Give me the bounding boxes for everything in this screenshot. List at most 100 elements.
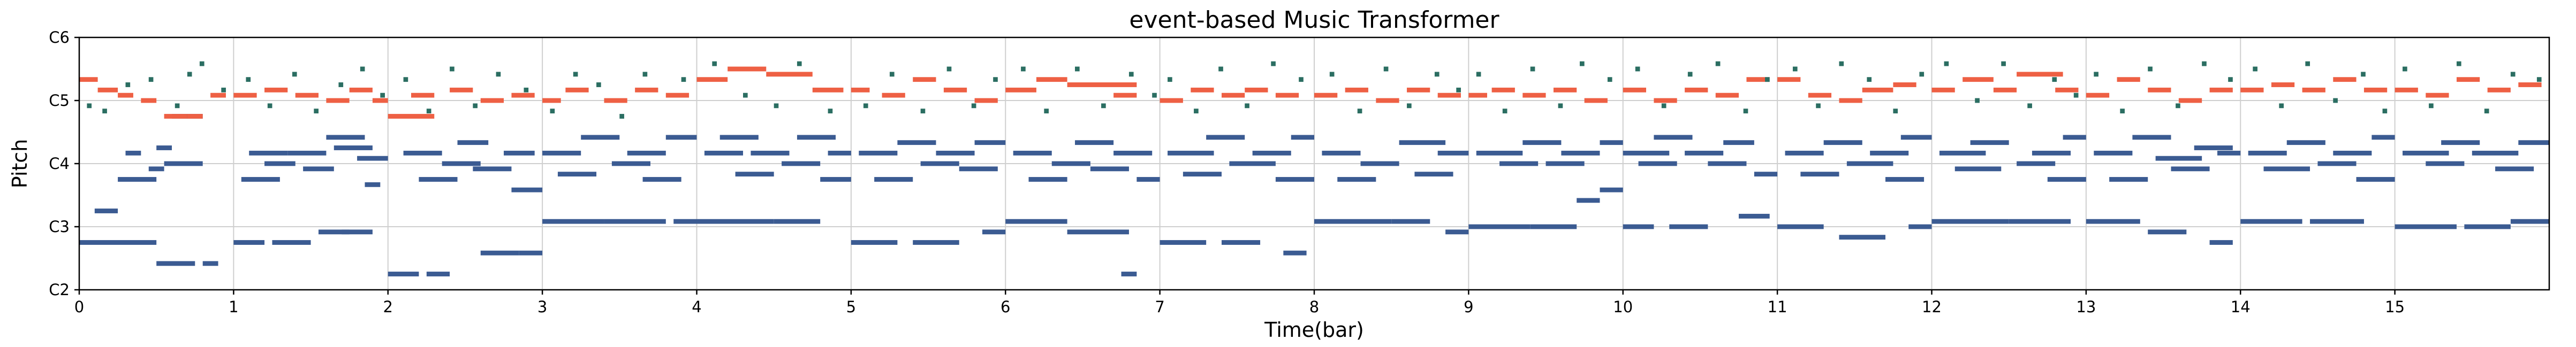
bass-note-75 xyxy=(557,172,597,177)
accent-note-194 xyxy=(1456,87,1461,92)
melody-note-85 xyxy=(604,98,627,103)
bass-note-163 xyxy=(1291,135,1314,140)
bass-note-260 xyxy=(1954,166,2002,172)
melody-note-230 xyxy=(1746,77,1770,82)
melody-note-268 xyxy=(1963,77,1994,82)
bass-note-325 xyxy=(2495,166,2534,172)
melody-note-12 xyxy=(118,92,133,98)
bass-note-319 xyxy=(2395,224,2457,229)
melody-note-10 xyxy=(79,77,98,82)
bass-note-327 xyxy=(2518,140,2549,145)
bass-note-82 xyxy=(673,219,697,224)
bass-note-281 xyxy=(2132,135,2171,140)
bass-note-94 xyxy=(696,219,774,224)
x-tick-label-3: 3 xyxy=(537,298,547,316)
bass-note-201 xyxy=(1561,150,1600,156)
bass-note-246 xyxy=(1908,224,1932,229)
accent-note-294 xyxy=(2120,109,2125,114)
bass-note-51 xyxy=(388,272,419,276)
melody-note-291 xyxy=(2178,98,2202,103)
melody-note-329 xyxy=(2426,92,2449,98)
bass-note-242 xyxy=(1846,161,1893,166)
bass-note-181 xyxy=(1414,172,1453,177)
x-tick-label-4: 4 xyxy=(692,298,701,316)
bass-note-26 xyxy=(241,177,280,182)
melody-note-251 xyxy=(1893,82,1916,87)
accent-note-169 xyxy=(1168,77,1172,82)
accent-note-70 xyxy=(473,103,478,109)
x-tick-label-6: 6 xyxy=(1001,298,1010,316)
bass-note-101 xyxy=(797,135,836,140)
accent-note-24 xyxy=(221,87,226,92)
accent-note-72 xyxy=(524,87,529,92)
bass-note-278 xyxy=(2086,219,2140,224)
melody-note-164 xyxy=(1160,98,1183,103)
bass-note-307 xyxy=(2372,135,2395,140)
bass-note-303 xyxy=(2310,219,2364,224)
bass-note-119 xyxy=(936,150,975,156)
bass-note-326 xyxy=(2510,219,2549,224)
bass-note-7 xyxy=(164,161,203,166)
accent-note-293 xyxy=(2094,72,2098,77)
accent-note-49 xyxy=(360,66,365,72)
bass-note-77 xyxy=(604,219,666,224)
accent-note-92 xyxy=(642,72,648,77)
bass-note-320 xyxy=(2403,150,2449,156)
accent-note-48 xyxy=(338,82,344,87)
melody-note-86 xyxy=(635,87,658,92)
melody-note-288 xyxy=(2086,92,2110,98)
accent-note-172 xyxy=(1245,103,1249,109)
bass-note-223 xyxy=(1723,140,1754,145)
bass-note-102 xyxy=(820,177,851,182)
bass-note-25 xyxy=(233,240,265,245)
melody-note-310 xyxy=(2302,87,2325,92)
accent-note-193 xyxy=(1434,72,1439,77)
bass-note-157 xyxy=(1206,135,1245,140)
melody-note-145 xyxy=(1036,77,1067,82)
bass-note-282 xyxy=(2148,229,2187,235)
melody-note-227 xyxy=(1654,98,1677,103)
bass-note-199 xyxy=(1530,224,1577,229)
bass-note-156 xyxy=(1183,172,1222,177)
bass-note-117 xyxy=(913,240,959,245)
bass-note-197 xyxy=(1499,161,1539,166)
bass-note-178 xyxy=(1360,161,1399,166)
melody-note-64 xyxy=(450,87,473,92)
accent-note-252 xyxy=(1792,66,1798,72)
melody-note-83 xyxy=(542,98,561,103)
bass-note-52 xyxy=(403,150,442,156)
bass-note-33 xyxy=(326,135,365,140)
bass-note-299 xyxy=(2240,219,2302,224)
bass-note-301 xyxy=(2263,166,2310,172)
accent-note-314 xyxy=(2279,103,2284,109)
accent-note-108 xyxy=(712,61,717,66)
bass-note-79 xyxy=(627,150,666,156)
bass-note-239 xyxy=(1800,172,1839,177)
bass-note-217 xyxy=(1623,150,1670,156)
bass-note-323 xyxy=(2464,224,2511,229)
bass-note-116 xyxy=(897,140,936,145)
melody-note-229 xyxy=(1715,92,1739,98)
accent-note-128 xyxy=(863,103,868,109)
bass-note-324 xyxy=(2472,150,2519,156)
bass-note-103 xyxy=(828,150,851,156)
melody-note-208 xyxy=(1553,87,1577,92)
melody-note-15 xyxy=(187,114,203,119)
note-marks xyxy=(79,61,2549,276)
bass-note-140 xyxy=(1090,166,1129,172)
bass-note-113 xyxy=(851,240,898,245)
accent-note-21 xyxy=(175,103,180,109)
accent-note-110 xyxy=(774,103,779,109)
bass-note-245 xyxy=(1900,135,1932,140)
x-tick-label-1: 1 xyxy=(229,298,238,316)
bass-note-218 xyxy=(1638,161,1677,166)
bass-note-177 xyxy=(1337,177,1376,182)
melody-note-269 xyxy=(1993,87,2017,92)
bass-note-35 xyxy=(342,229,373,235)
accent-note-112 xyxy=(828,109,833,114)
bass-note-180 xyxy=(1399,140,1446,145)
bass-note-96 xyxy=(719,135,759,140)
bass-note-4 xyxy=(148,166,164,172)
accent-note-20 xyxy=(148,77,154,82)
accent-note-67 xyxy=(403,77,408,82)
